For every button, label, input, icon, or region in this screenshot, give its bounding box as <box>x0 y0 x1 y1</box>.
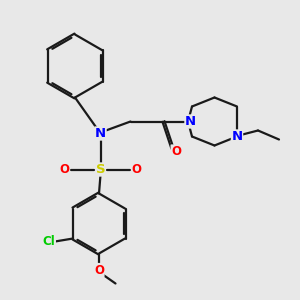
Text: N: N <box>95 127 106 140</box>
Text: O: O <box>131 163 142 176</box>
Text: Cl: Cl <box>43 235 56 248</box>
Text: O: O <box>59 163 70 176</box>
Text: O: O <box>94 263 104 277</box>
Text: S: S <box>96 163 105 176</box>
Text: N: N <box>185 115 196 128</box>
Text: O: O <box>171 145 181 158</box>
Text: N: N <box>231 130 243 143</box>
